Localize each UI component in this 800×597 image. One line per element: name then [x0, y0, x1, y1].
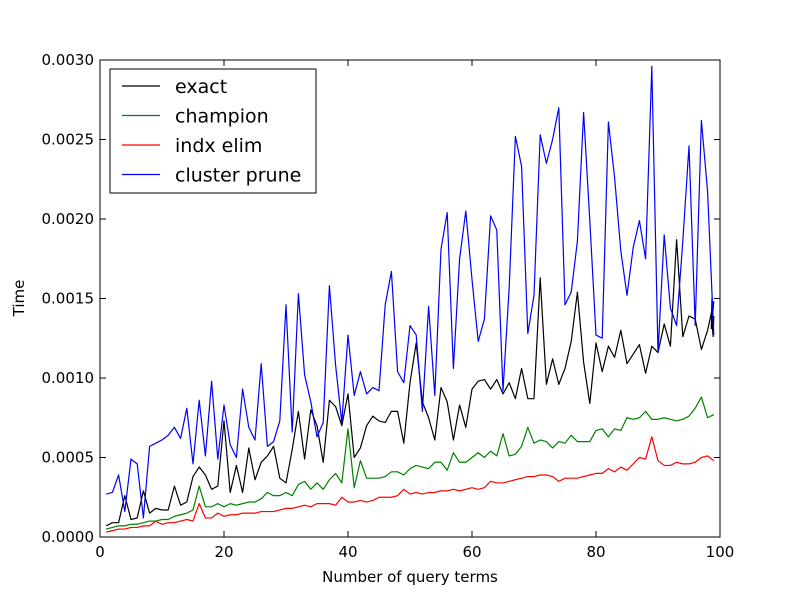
y-tick-label: 0.0000	[42, 528, 95, 546]
series-line-champion	[106, 396, 715, 530]
x-tick-label: 60	[462, 543, 481, 561]
y-axis-label: Time	[10, 280, 28, 318]
legend-label-cluster-prune: cluster prune	[175, 165, 301, 187]
x-axis-label: Number of query terms	[322, 568, 498, 586]
legend-label-indx-elim: indx elim	[175, 135, 262, 157]
y-tick-label: 0.0005	[42, 449, 95, 467]
y-tick-label: 0.0010	[42, 369, 95, 387]
x-tick-label: 100	[706, 543, 735, 561]
y-tick-label: 0.0030	[42, 51, 95, 69]
series-line-indx-elim	[106, 436, 715, 533]
legend-box	[109, 68, 317, 194]
legend-label-champion: champion	[175, 106, 269, 128]
series-line-cluster-prune	[106, 65, 715, 519]
x-tick-label: 0	[95, 543, 105, 561]
series-line-exact	[105, 239, 715, 527]
y-tick-label: 0.0020	[42, 210, 95, 228]
legend-label-exact: exact	[175, 76, 227, 98]
x-tick-label: 20	[214, 543, 233, 561]
legend: exact champion indx elim cluster prune	[109, 68, 317, 194]
x-tick-label: 80	[586, 543, 605, 561]
x-tick-label: 40	[338, 543, 357, 561]
ticks-layer: 0 20 40 60 80 100 0.0000 0.0005 0.0010 0.0015 0.00…	[42, 51, 735, 561]
y-tick-label: 0.0025	[42, 131, 95, 149]
y-tick-label: 0.0015	[42, 290, 95, 308]
series-layer	[105, 65, 715, 533]
